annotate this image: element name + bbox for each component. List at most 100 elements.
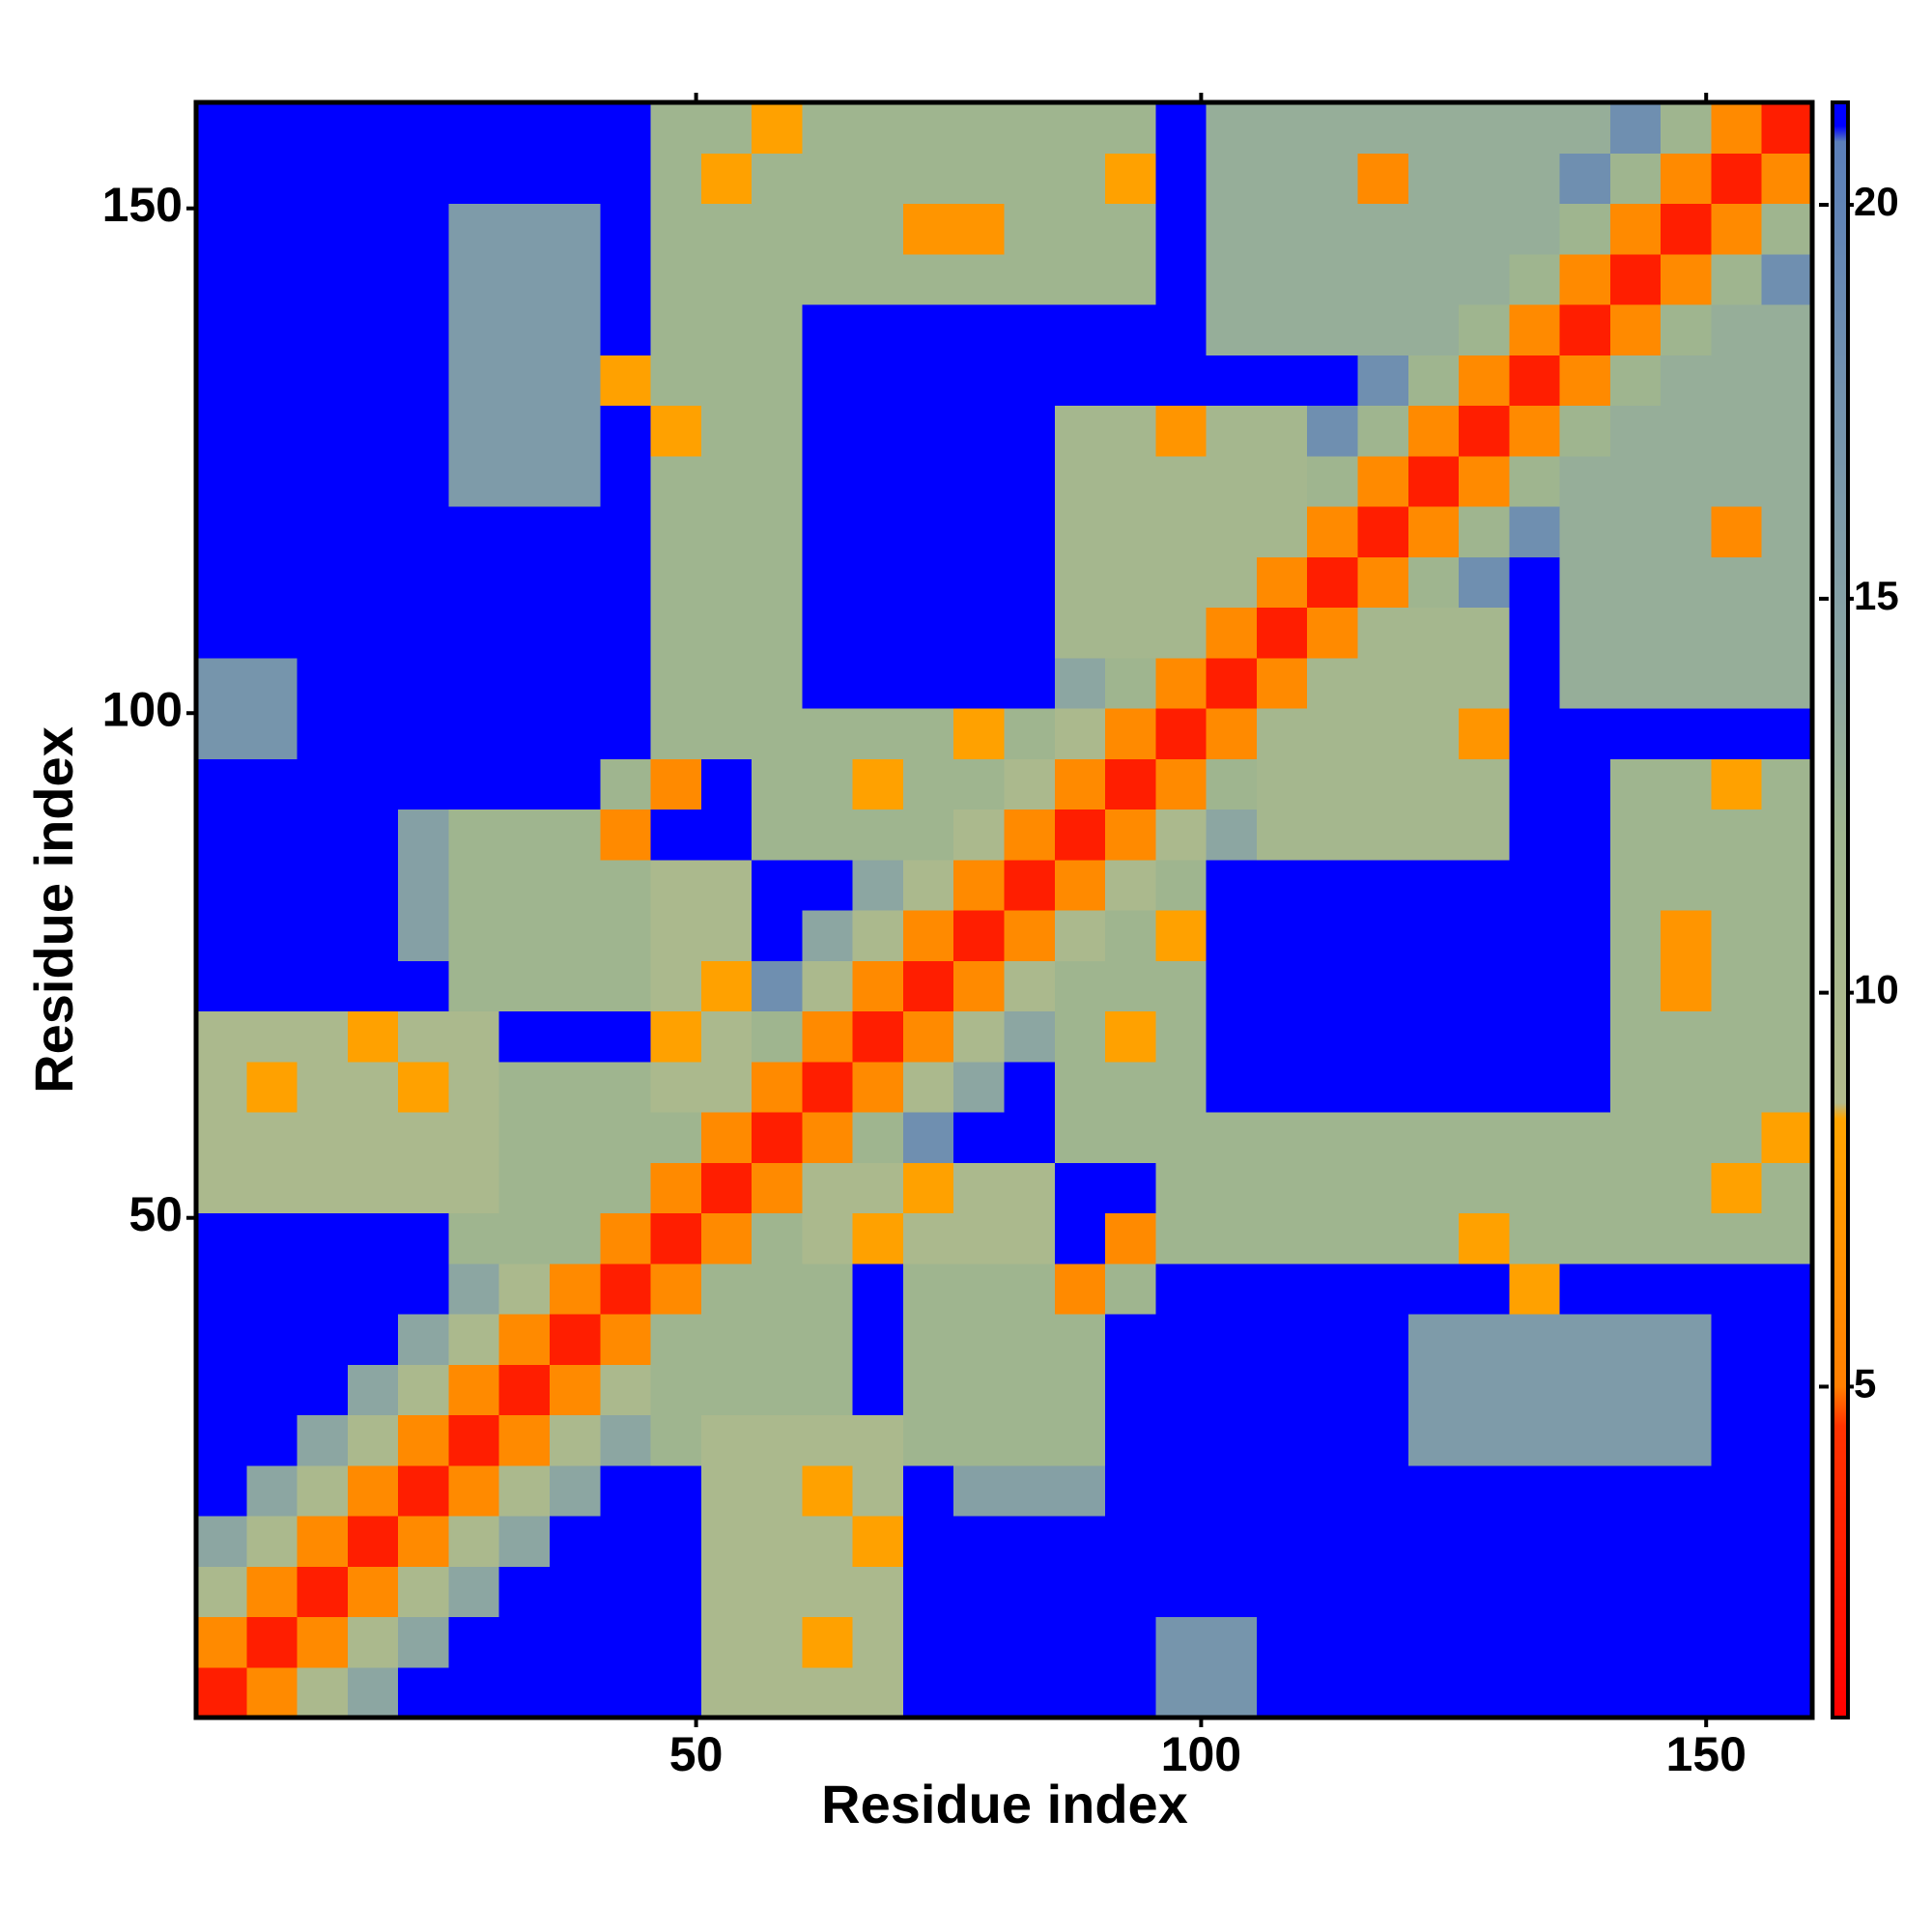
heatmap-cell [1054, 355, 1106, 406]
heatmap-cell [1509, 1061, 1561, 1113]
heatmap-cell [297, 102, 349, 154]
heatmap-cell [1761, 1263, 1813, 1315]
heatmap-cell [1256, 758, 1308, 810]
heatmap-cell [1407, 1464, 1460, 1517]
heatmap-cell [802, 1464, 854, 1517]
heatmap-cell [700, 1616, 753, 1668]
heatmap-cell [246, 1061, 298, 1113]
heatmap-cell [1661, 859, 1712, 911]
heatmap-cell [1509, 1212, 1561, 1264]
heatmap-cell [600, 859, 652, 911]
heatmap-cell [498, 1263, 551, 1315]
heatmap-cell [1711, 203, 1763, 255]
heatmap-cell [650, 1112, 702, 1163]
heatmap-cell [1609, 1112, 1662, 1163]
heatmap-cell [1256, 1162, 1308, 1213]
heatmap-cell [1711, 355, 1763, 406]
heatmap-cell [802, 657, 854, 709]
heatmap-cell [1509, 1414, 1561, 1466]
heatmap-cell [802, 203, 854, 255]
heatmap-cell [1407, 910, 1460, 961]
heatmap-cell [1054, 1364, 1106, 1415]
heatmap-cell [1054, 102, 1106, 154]
heatmap-cell [1206, 253, 1258, 305]
heatmap-cell [1661, 1666, 1712, 1719]
heatmap-cell [650, 304, 702, 355]
heatmap-cell [1105, 405, 1156, 457]
heatmap-cell [1307, 253, 1358, 305]
heatmap-cell [1761, 1566, 1813, 1617]
heatmap-cell [1155, 304, 1208, 355]
heatmap-cell [752, 1516, 803, 1567]
heatmap-cell [246, 102, 298, 154]
heatmap-cell [953, 304, 1005, 355]
heatmap-cell [600, 355, 652, 406]
heatmap-cell [297, 859, 349, 911]
heatmap-cell [902, 1162, 954, 1213]
heatmap-cell [347, 1616, 399, 1668]
heatmap-cell [1307, 455, 1358, 507]
heatmap-cell [802, 153, 854, 204]
heatmap-cell [498, 1666, 551, 1719]
y-tick-label: 50 [128, 1187, 183, 1241]
heatmap-cell [902, 1464, 954, 1517]
heatmap-cell [650, 1162, 702, 1213]
heatmap-cell [1357, 1212, 1409, 1264]
heatmap-cell [549, 607, 601, 659]
heatmap-cell [1761, 102, 1813, 154]
heatmap-cell [246, 910, 298, 961]
heatmap-cell [953, 910, 1005, 961]
heatmap-cell [852, 960, 904, 1011]
heatmap-cell [600, 304, 652, 355]
heatmap-cell [600, 1364, 652, 1415]
heatmap-cell [802, 809, 854, 861]
heatmap-cell [448, 1212, 500, 1264]
heatmap-cell [1661, 708, 1712, 759]
heatmap-cell [902, 708, 954, 759]
heatmap-cell [196, 455, 247, 507]
heatmap-cell [1206, 1566, 1258, 1617]
heatmap-cell [1256, 405, 1308, 457]
heatmap-cell [902, 355, 954, 406]
heatmap-cell [1206, 1314, 1258, 1365]
heatmap-cell [347, 455, 399, 507]
heatmap-cell [1155, 405, 1208, 457]
heatmap-cell [1559, 910, 1611, 961]
heatmap-cell [700, 1666, 753, 1719]
heatmap-cell [1307, 1666, 1358, 1719]
heatmap-cell [752, 203, 803, 255]
heatmap-cell [1407, 960, 1460, 1011]
heatmap-cell [448, 405, 500, 457]
heatmap-cell [1661, 1061, 1712, 1113]
heatmap-cell [196, 253, 247, 305]
heatmap-cell [902, 758, 954, 810]
heatmap-cell [347, 657, 399, 709]
heatmap-cell [1559, 1112, 1611, 1163]
heatmap-cell [196, 1010, 247, 1063]
heatmap-cell [902, 153, 954, 204]
heatmap-cell [902, 304, 954, 355]
heatmap-cell [1105, 355, 1156, 406]
heatmap-cell [1407, 405, 1460, 457]
heatmap-cell [1407, 1414, 1460, 1466]
heatmap-cell [852, 1666, 904, 1719]
heatmap-cell [347, 304, 399, 355]
heatmap-cell [549, 1364, 601, 1415]
heatmap-cell [953, 1162, 1005, 1213]
heatmap-cell [1206, 405, 1258, 457]
heatmap-cell [1357, 304, 1409, 355]
heatmap-cell [1004, 657, 1056, 709]
heatmap-cell [852, 708, 904, 759]
heatmap-cell [549, 1162, 601, 1213]
heatmap-cell [752, 1566, 803, 1617]
heatmap-cell [1206, 859, 1258, 911]
heatmap-cell [1609, 102, 1662, 154]
heatmap-cell [1155, 253, 1208, 305]
heatmap-cell [1206, 607, 1258, 659]
heatmap-cell [953, 405, 1005, 457]
heatmap-cell [1004, 506, 1056, 557]
heatmap-cell [752, 657, 803, 709]
heatmap-cell [902, 203, 954, 255]
heatmap-cell [1307, 1464, 1358, 1517]
heatmap-cell [752, 1212, 803, 1264]
